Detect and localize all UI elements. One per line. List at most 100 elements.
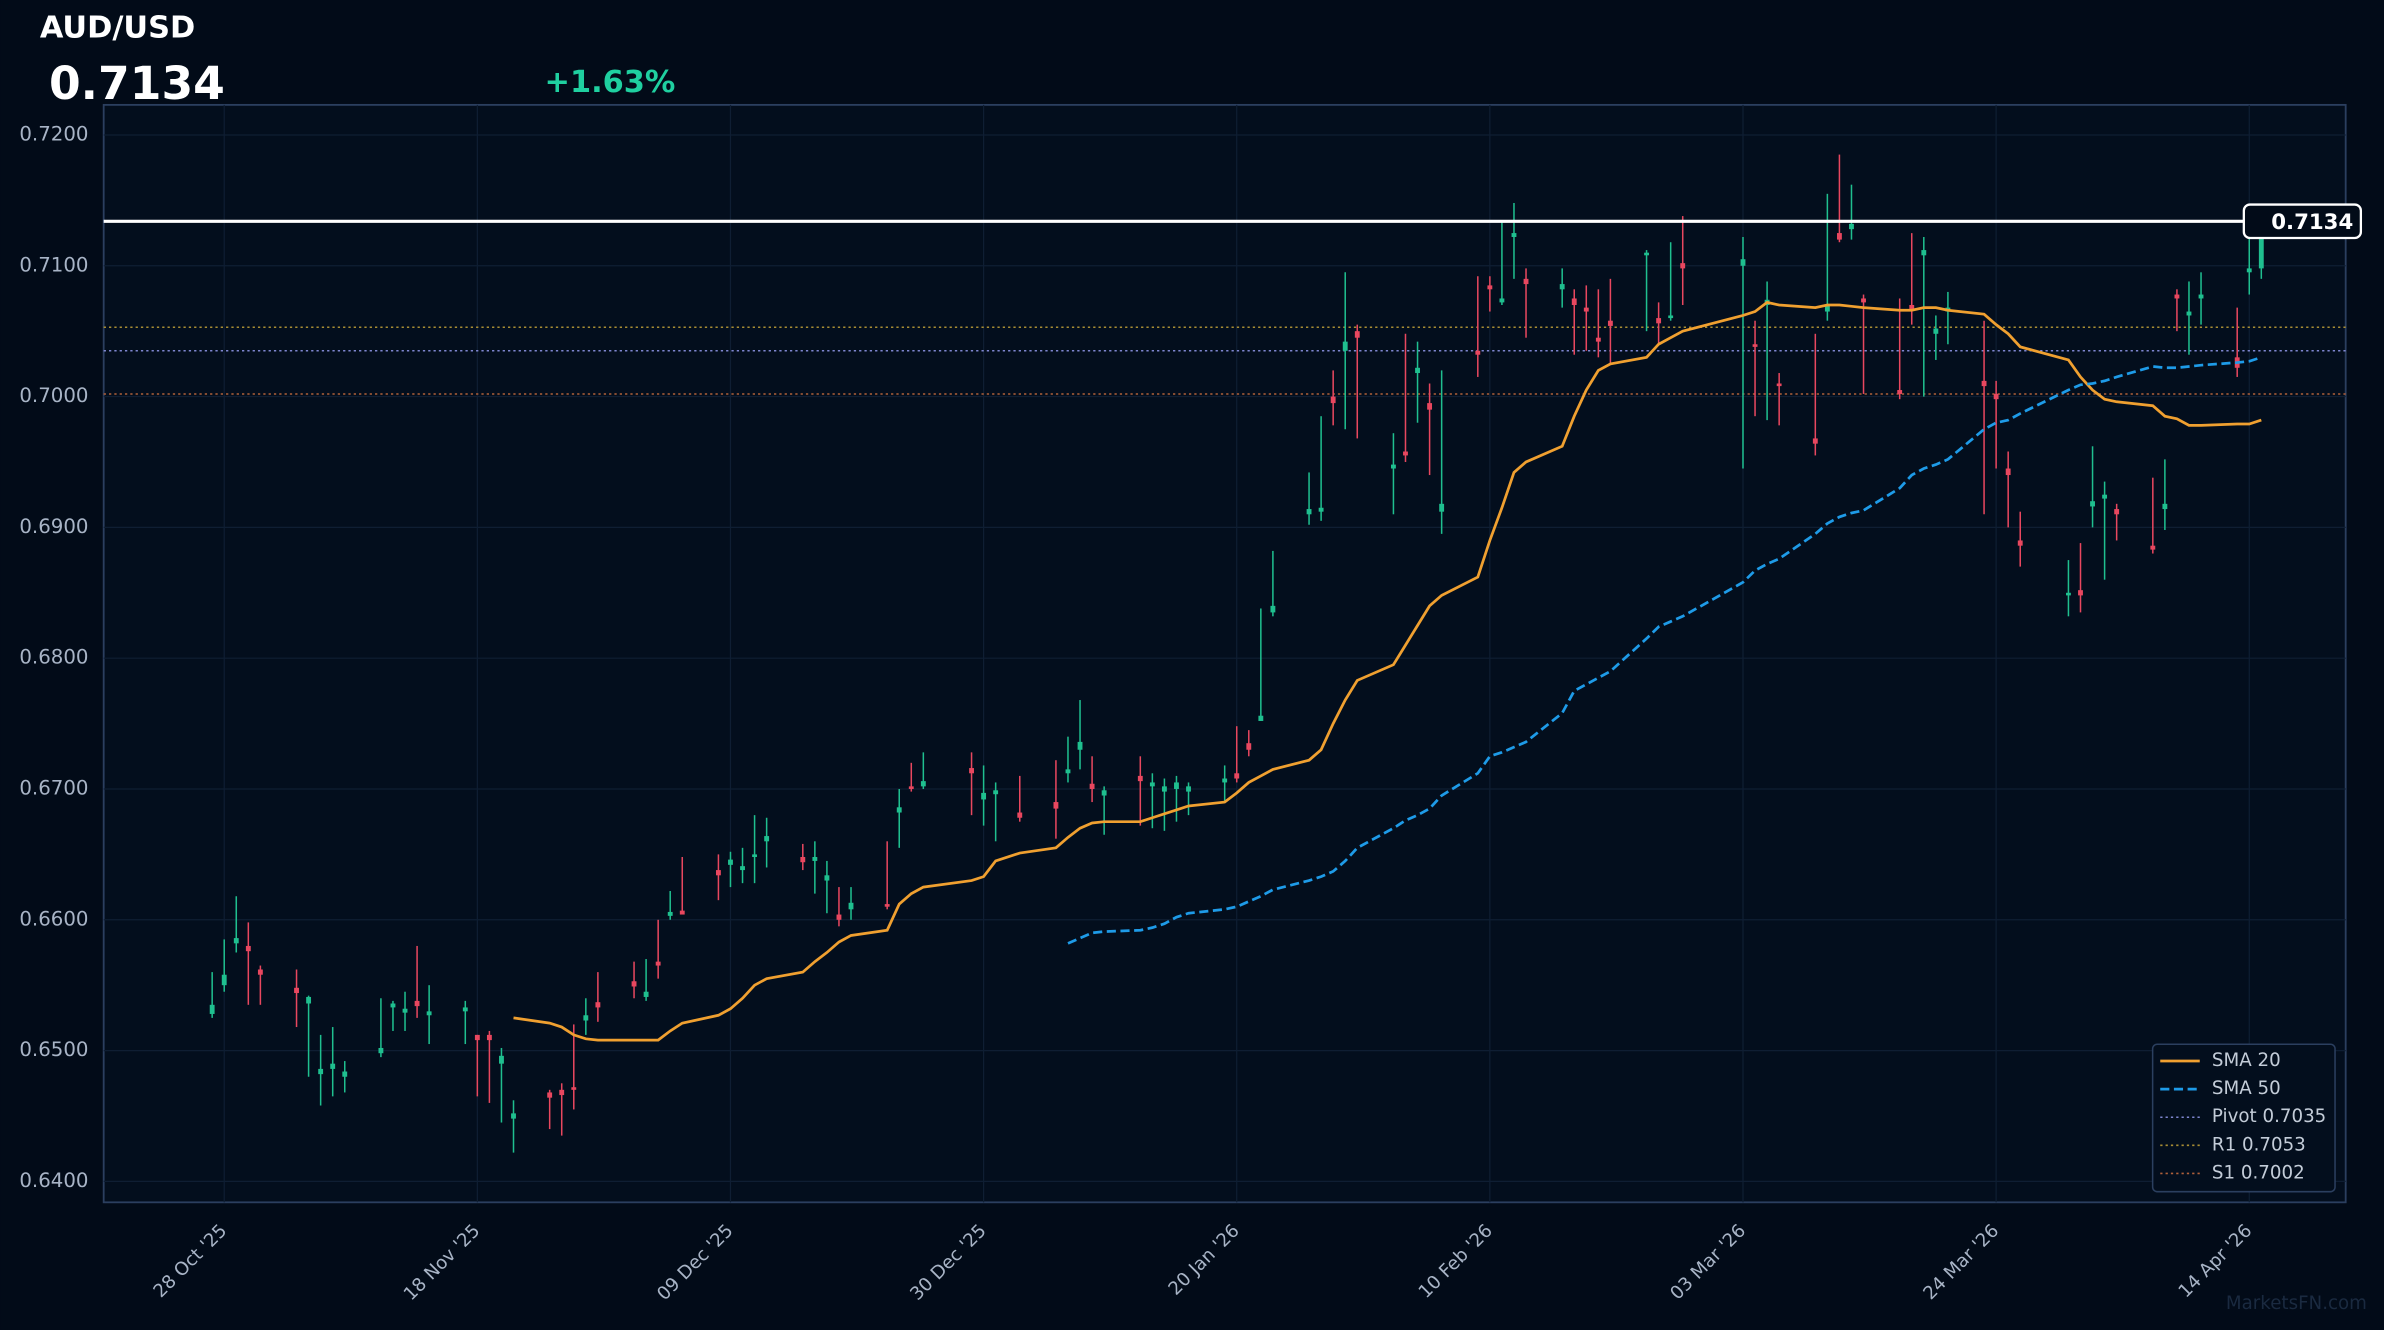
candle-body bbox=[342, 1071, 348, 1077]
candle-body bbox=[1306, 509, 1312, 515]
candle-body bbox=[306, 996, 312, 1004]
candle-body bbox=[1439, 503, 1445, 512]
candle-body bbox=[1511, 233, 1517, 237]
candle-body bbox=[1222, 778, 1228, 783]
candle-body bbox=[1933, 328, 1939, 334]
candle-body bbox=[1812, 438, 1818, 444]
watermark: MarketsFN.com bbox=[2226, 1293, 2367, 1314]
candle-body bbox=[1053, 802, 1059, 809]
legend: SMA 20 SMA 50 Pivot 0.7035 R1 0.7053 S1 0.70… bbox=[2151, 1043, 2336, 1193]
candle-body bbox=[1065, 769, 1071, 774]
candle-body bbox=[257, 969, 263, 975]
candle-body bbox=[414, 1000, 420, 1007]
candle-body bbox=[1089, 783, 1095, 789]
price: 0.7134 bbox=[49, 57, 225, 110]
candle-body bbox=[1571, 298, 1577, 306]
candle-body bbox=[1523, 278, 1529, 285]
candle-body bbox=[2258, 221, 2264, 269]
candle-body bbox=[221, 974, 227, 986]
candle-body bbox=[2162, 503, 2168, 510]
candle-body bbox=[1258, 715, 1264, 721]
candle-body bbox=[2017, 540, 2023, 546]
y-tick-label: 0.7000 bbox=[19, 384, 88, 407]
candle-body bbox=[2174, 294, 2180, 299]
candle-body bbox=[294, 987, 299, 994]
candle-body bbox=[1776, 383, 1782, 387]
candle-body bbox=[667, 911, 673, 916]
candle-body bbox=[547, 1092, 553, 1098]
candle-body bbox=[2246, 268, 2252, 273]
candle-body bbox=[631, 981, 637, 987]
sma-line bbox=[1067, 356, 2262, 945]
candle-body bbox=[474, 1034, 480, 1041]
price-badge bbox=[2242, 203, 2363, 240]
candle-body bbox=[740, 866, 745, 871]
candle-body bbox=[1559, 284, 1565, 290]
candle-body bbox=[1752, 344, 1758, 347]
candle-body bbox=[884, 904, 890, 907]
candle-body bbox=[1161, 786, 1167, 792]
candle-body bbox=[715, 870, 721, 876]
y-tick-label: 0.6900 bbox=[19, 515, 88, 538]
candle-body bbox=[209, 1004, 215, 1014]
candle-body bbox=[764, 836, 770, 842]
candle-body bbox=[378, 1047, 384, 1054]
y-tick-label: 0.6600 bbox=[19, 907, 88, 930]
candle-body bbox=[2005, 468, 2011, 476]
candle-body bbox=[1391, 464, 1396, 469]
candle-body bbox=[511, 1113, 516, 1119]
candle-body bbox=[728, 859, 733, 865]
y-tick-label: 0.7100 bbox=[19, 253, 88, 276]
candle-body bbox=[920, 781, 926, 787]
legend-label: Pivot 0.7035 bbox=[2212, 1106, 2326, 1127]
candle-body bbox=[2066, 592, 2071, 596]
candle-body bbox=[571, 1087, 577, 1090]
candle-body bbox=[1668, 315, 1674, 319]
candle-body bbox=[1909, 305, 1915, 311]
candle-body bbox=[1186, 786, 1191, 792]
candle-body bbox=[1475, 350, 1481, 355]
candle-body bbox=[2186, 311, 2192, 316]
candle-body bbox=[1137, 775, 1143, 782]
candle-body bbox=[1342, 341, 1348, 351]
candle-body bbox=[318, 1068, 324, 1075]
candle-body bbox=[1174, 782, 1179, 789]
y-tick-label: 0.6500 bbox=[19, 1038, 88, 1061]
candle-body bbox=[1415, 367, 1420, 374]
candle-body bbox=[1993, 393, 1999, 400]
candle-body bbox=[1330, 396, 1336, 404]
candle-body bbox=[812, 856, 818, 861]
candle-body bbox=[583, 1015, 589, 1021]
candle-body bbox=[1897, 390, 1903, 394]
candle-body bbox=[1656, 318, 1662, 324]
candle-body bbox=[2090, 501, 2095, 507]
candle-body bbox=[1595, 337, 1601, 342]
candle-body bbox=[402, 1008, 408, 1013]
candle-body bbox=[330, 1063, 336, 1069]
candle-body bbox=[1981, 380, 1987, 387]
candle-body bbox=[245, 945, 251, 952]
candle-body bbox=[499, 1055, 504, 1064]
candle-body bbox=[848, 902, 854, 910]
legend-box bbox=[2151, 1043, 2336, 1193]
legend-label: S1 0.7002 bbox=[2212, 1162, 2305, 1183]
candle-body bbox=[1849, 223, 1854, 230]
candle-body bbox=[1583, 307, 1589, 312]
candle-body bbox=[1824, 305, 1830, 312]
candle-body bbox=[1246, 743, 1252, 750]
candle-body bbox=[1101, 790, 1107, 796]
candle-body bbox=[896, 807, 902, 813]
candle-body bbox=[426, 1011, 432, 1016]
candle-body bbox=[655, 961, 661, 966]
candle-body bbox=[1354, 331, 1360, 338]
candle-body bbox=[595, 1002, 601, 1008]
legend-label: R1 0.7053 bbox=[2212, 1134, 2306, 1155]
candle-body bbox=[2150, 545, 2156, 550]
candle-body bbox=[752, 854, 758, 857]
candle-body bbox=[559, 1089, 565, 1096]
candle-body bbox=[993, 790, 999, 795]
y-tick-label: 0.6400 bbox=[19, 1169, 88, 1192]
candle-body bbox=[1403, 451, 1408, 456]
